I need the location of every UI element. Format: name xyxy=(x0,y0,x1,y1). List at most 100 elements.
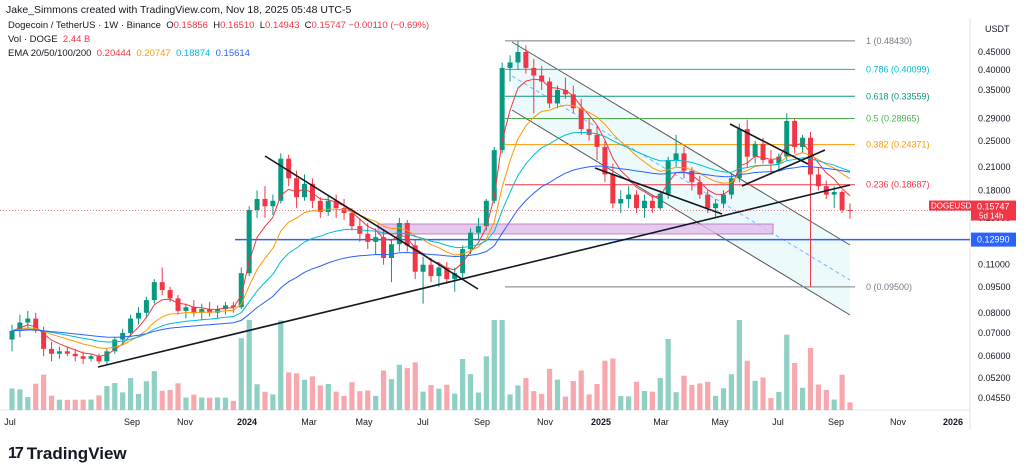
price-tick-label: 0.29000 xyxy=(978,113,1011,123)
symbol-price-tag xyxy=(929,200,971,211)
volume-bar xyxy=(127,378,134,410)
time-tick-label: May xyxy=(711,417,729,427)
volume-bar xyxy=(41,374,47,410)
price-tick-label: 0.21000 xyxy=(978,162,1011,172)
time-tick-label: Sep xyxy=(474,417,490,427)
time-tick-label: Nov xyxy=(890,417,907,427)
volume-bar xyxy=(191,394,197,410)
symbol-info: Dogecoin / TetherUS · 1W · Binance O0.15… xyxy=(8,20,430,31)
volume-bar xyxy=(96,395,102,410)
candle-body xyxy=(713,203,719,209)
ema100-line xyxy=(11,131,851,343)
volume-bar xyxy=(452,393,458,410)
volume-bar xyxy=(831,399,837,410)
volume-bar xyxy=(539,393,545,410)
volume-bar xyxy=(238,338,244,410)
volume-bar xyxy=(404,368,410,410)
volume-bar xyxy=(428,385,434,410)
time-tick-label: 2024 xyxy=(237,417,257,427)
volume-bar xyxy=(475,392,482,410)
volume-bar xyxy=(230,400,236,410)
candle-body xyxy=(286,158,292,179)
candle-body xyxy=(531,67,537,76)
candle-body xyxy=(475,226,481,233)
ema200-line xyxy=(11,165,851,338)
candle-body xyxy=(302,183,308,198)
candle-body xyxy=(460,249,466,274)
candle-body xyxy=(815,174,821,187)
volume-bar xyxy=(33,383,39,410)
volume-bar xyxy=(594,384,600,410)
volume-bar xyxy=(483,356,489,410)
candle-body xyxy=(9,330,15,340)
candle-body xyxy=(697,182,703,195)
close-value: 0.15747 xyxy=(311,20,346,31)
tradingview-logo-icon: 17 xyxy=(8,445,24,462)
creator-credit: Jake_Simmons created with TradingView.co… xyxy=(6,4,352,16)
candle-body xyxy=(238,273,244,308)
candle-body xyxy=(33,318,39,331)
price-tick-label: 0.45000 xyxy=(978,47,1011,57)
volume-bar xyxy=(554,379,561,410)
volume-bar xyxy=(222,397,229,410)
candle-body xyxy=(602,146,608,175)
volume-bar xyxy=(214,397,221,410)
volume-bar xyxy=(365,390,371,410)
volume-bar xyxy=(515,385,521,410)
volume-bar xyxy=(546,368,553,410)
volume-bar xyxy=(665,339,671,410)
volume-bar xyxy=(744,360,750,410)
flag-upper-trendline xyxy=(729,123,809,165)
volume-bar xyxy=(728,374,735,410)
volume-bar xyxy=(792,362,798,410)
volume-bar xyxy=(262,391,268,410)
volume-bar xyxy=(720,388,727,410)
fib-level-label: 0.786 (0.40099) xyxy=(866,64,930,74)
price-tick-label: 0.04550 xyxy=(978,393,1011,403)
time-tick-label: Nov xyxy=(177,417,194,427)
candle-body xyxy=(365,233,371,242)
candle-body xyxy=(349,212,355,227)
price-axis-unit: USDT xyxy=(985,24,1010,34)
candle-body xyxy=(175,298,181,311)
time-tick-label: 2025 xyxy=(591,417,611,427)
volume-bar xyxy=(626,396,632,410)
candle-body xyxy=(800,137,806,147)
volume-bar xyxy=(491,320,497,410)
volume-bar xyxy=(183,397,189,410)
volume-bar xyxy=(72,399,78,410)
candle-body xyxy=(222,305,228,310)
candle-body xyxy=(578,108,584,130)
price-tick-label: 0.11000 xyxy=(978,260,1010,270)
volume-bar xyxy=(199,397,205,410)
volume-bar xyxy=(325,384,331,410)
volume-bar xyxy=(784,334,790,410)
last-price-value: 0.15747 xyxy=(977,202,1010,212)
volume-bar xyxy=(618,396,624,410)
volume-bar xyxy=(159,390,165,410)
volume-bar xyxy=(104,386,110,410)
volume-bar xyxy=(412,362,418,410)
candle-body xyxy=(436,267,442,277)
price-tick-label: 0.09500 xyxy=(978,282,1011,292)
flag-lower-trendline xyxy=(741,149,826,187)
time-tick-label: Jul xyxy=(4,417,16,427)
volume-bar xyxy=(135,393,142,410)
volume-bar xyxy=(586,394,592,410)
candle-body xyxy=(641,200,647,209)
candle-body xyxy=(499,67,505,151)
candle-body xyxy=(143,300,149,313)
volume-bar xyxy=(420,391,426,410)
volume-bar xyxy=(641,391,648,410)
fib-level-label: 0.382 (0.24371) xyxy=(866,140,930,150)
candle-body xyxy=(768,160,774,164)
candle-body xyxy=(760,143,766,161)
candle-body xyxy=(618,198,624,204)
candle-body xyxy=(278,158,284,201)
volume-bar xyxy=(839,374,845,410)
support-price-value: 0.12990 xyxy=(977,235,1010,245)
candle-body xyxy=(673,153,679,161)
volume-bar xyxy=(286,372,292,410)
price-tick-label: 0.18000 xyxy=(978,185,1011,195)
